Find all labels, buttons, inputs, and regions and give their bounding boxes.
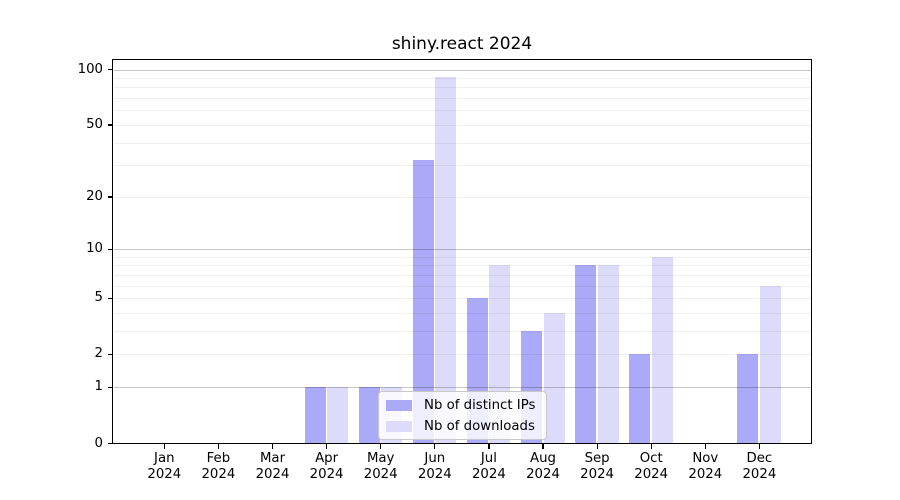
- bar-downloads-dec: [759, 285, 781, 444]
- chart-title: shiny.react 2024: [391, 34, 533, 54]
- gridline-minor-50: [113, 124, 811, 126]
- gridline-minor-3: [113, 331, 811, 333]
- y-tick-20: [107, 196, 113, 198]
- bar-downloads-aug: [543, 313, 565, 444]
- y-tick-label-100: 100: [77, 61, 103, 77]
- gridline-minor-2: [113, 354, 811, 356]
- y-tick-5: [107, 297, 113, 300]
- bar-downloads-oct: [651, 256, 673, 444]
- bar-distinct-ips-may: [358, 387, 380, 444]
- x-tick-label-feb: Feb 2024: [201, 451, 236, 482]
- bar-downloads-sep: [597, 265, 619, 444]
- x-tick-label-aug: Aug 2024: [526, 451, 560, 482]
- y-tick-0: [107, 443, 113, 445]
- plot-border: [112, 59, 812, 444]
- bar-downloads-jun: [435, 77, 457, 444]
- gridline-minor-70: [113, 98, 811, 100]
- y-tick-label-2: 2: [94, 346, 103, 362]
- gridline-minor-9: [113, 256, 811, 258]
- legend-row-downloads: Nb of downloads: [379, 417, 546, 435]
- x-tick-label-sep: Sep 2024: [580, 451, 615, 482]
- x-tick-feb: [217, 444, 220, 449]
- x-tick-jul: [488, 444, 490, 449]
- gridline-minor-8: [113, 265, 811, 267]
- bar-downloads-apr: [327, 387, 349, 444]
- y-tick-2: [107, 353, 113, 356]
- legend-label-downloads: Nb of downloads: [424, 418, 535, 434]
- x-tick-jun: [434, 444, 436, 449]
- y-tick-label-1: 1: [94, 379, 103, 395]
- legend-swatch-downloads: [386, 420, 412, 432]
- gridline-minor-20: [113, 196, 811, 198]
- x-tick-dec: [758, 444, 761, 449]
- x-tick-label-jun: Jun 2024: [417, 451, 452, 482]
- y-tick-label-5: 5: [94, 290, 103, 306]
- x-tick-label-dec: Dec 2024: [742, 451, 777, 482]
- x-tick-nov: [704, 444, 706, 449]
- x-tick-label-apr: Apr 2024: [309, 451, 344, 482]
- bar-distinct-ips-jun: [412, 160, 434, 444]
- gridline-minor-80: [113, 87, 811, 89]
- x-tick-jan: [163, 444, 165, 449]
- x-tick-label-nov: Nov 2024: [688, 451, 723, 482]
- y-tick-10: [107, 248, 113, 250]
- legend-label-distinct-ips: Nb of distinct IPs: [424, 397, 536, 413]
- legend: Nb of distinct IPs Nb of downloads: [378, 391, 547, 440]
- gridline-major-1: [113, 387, 811, 389]
- x-tick-oct: [650, 444, 652, 449]
- bar-distinct-ips-oct: [629, 354, 651, 444]
- y-tick-label-0: 0: [94, 435, 103, 451]
- x-tick-label-oct: Oct 2024: [634, 451, 669, 482]
- y-tick-100: [107, 69, 113, 71]
- y-tick-label-50: 50: [86, 116, 103, 132]
- x-tick-mar: [271, 444, 274, 449]
- gridline-minor-60: [113, 110, 811, 112]
- gridline-minor-40: [113, 142, 811, 144]
- x-tick-aug: [542, 444, 544, 449]
- legend-row-distinct-ips: Nb of distinct IPs: [379, 396, 546, 414]
- y-tick-label-10: 10: [86, 241, 103, 257]
- bar-distinct-ips-apr: [304, 387, 326, 444]
- y-tick-label-20: 20: [86, 188, 103, 204]
- gridline-major-10: [113, 249, 811, 251]
- y-tick-1: [107, 386, 113, 389]
- x-tick-apr: [326, 444, 328, 449]
- gridline-minor-30: [113, 165, 811, 167]
- gridline-minor-7: [113, 274, 811, 276]
- gridline-minor-90: [113, 77, 811, 79]
- legend-swatch-distinct-ips: [386, 399, 412, 411]
- x-tick-label-jan: Jan 2024: [147, 451, 182, 482]
- gridline-minor-6: [113, 285, 811, 287]
- x-tick-label-jul: Jul 2024: [471, 451, 506, 482]
- bar-distinct-ips-dec: [737, 354, 759, 444]
- bar-distinct-ips-sep: [575, 265, 597, 444]
- x-tick-sep: [596, 444, 598, 449]
- gridline-minor-4: [113, 313, 811, 315]
- y-tick-50: [107, 124, 113, 126]
- x-tick-may: [380, 444, 382, 449]
- gridline-minor-5: [113, 298, 811, 300]
- gridline-major-100: [113, 69, 811, 71]
- x-tick-label-may: May 2024: [363, 451, 398, 482]
- x-tick-label-mar: Mar 2024: [255, 451, 290, 482]
